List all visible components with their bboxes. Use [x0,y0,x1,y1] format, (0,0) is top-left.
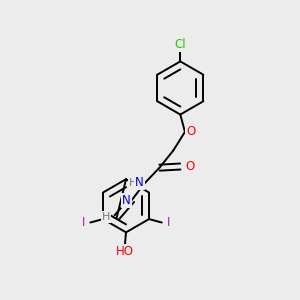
Text: HO: HO [116,245,134,258]
Text: H: H [129,178,138,188]
Text: O: O [185,160,195,173]
Text: I: I [167,216,170,229]
Text: I: I [82,216,85,229]
Text: O: O [186,125,195,138]
Text: H: H [101,212,110,222]
Text: Cl: Cl [175,38,186,51]
Text: N: N [135,176,144,189]
Text: N: N [122,194,131,207]
